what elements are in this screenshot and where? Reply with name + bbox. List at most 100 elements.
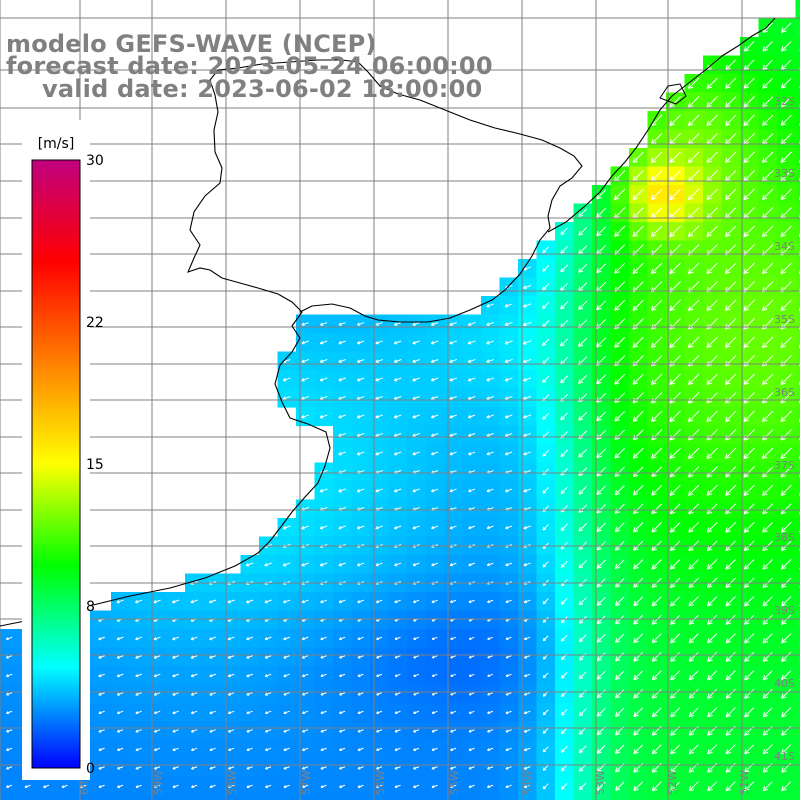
wind-arrow (542, 635, 549, 642)
wind-arrow (264, 710, 272, 715)
wind-arrow (467, 321, 476, 327)
wind-arrow (724, 262, 737, 275)
wind-arrow (6, 747, 13, 752)
wind-arrow (430, 433, 439, 437)
wind-arrow (524, 655, 531, 659)
wind-arrow (356, 414, 365, 419)
wind-arrow (394, 729, 401, 733)
wind-arrow (301, 673, 309, 678)
wind-cell (777, 795, 797, 800)
wind-arrow (430, 340, 439, 345)
wind-arrow (669, 429, 681, 441)
lon-label: 56W (374, 770, 387, 795)
wind-arrow (724, 96, 737, 108)
wind-arrow (670, 688, 681, 699)
wind-cell (518, 795, 538, 800)
wind-arrow (505, 710, 512, 715)
wind-arrow (450, 784, 457, 789)
wind-arrow (487, 766, 494, 770)
wind-arrow (338, 322, 346, 326)
wind-arrow (724, 151, 737, 164)
wind-arrow (780, 373, 792, 386)
wind-arrow (227, 692, 235, 696)
wind-arrow (282, 562, 291, 567)
wind-arrow (614, 299, 626, 311)
wind-arrow (227, 655, 235, 659)
wind-arrow (154, 747, 161, 752)
wind-arrow (319, 525, 328, 530)
wind-arrow (172, 784, 179, 789)
wind-arrow (135, 766, 142, 770)
wind-arrow (632, 447, 644, 459)
wind-arrow (264, 562, 272, 567)
wind-cell (795, 0, 800, 20)
wind-arrow (505, 673, 512, 678)
colorbar-tick-label: 30 (86, 153, 104, 169)
wind-arrow (596, 374, 607, 385)
lon-label: 54W (522, 770, 535, 795)
wind-arrow (578, 634, 587, 643)
wind-arrow (724, 299, 737, 312)
wind-arrow (596, 207, 607, 218)
wind-arrow (283, 766, 290, 770)
title-model: modelo GEFS-WAVE (NCEP) (6, 30, 377, 58)
colorbar: [m/s] 30 22 15 8 0 (22, 120, 104, 780)
wind-arrow (542, 524, 549, 531)
wind-arrow (430, 396, 439, 400)
wind-arrow (264, 599, 272, 604)
wind-arrow (596, 707, 606, 717)
wind-arrow (320, 599, 328, 604)
wind-arrow (613, 188, 626, 201)
wind-arrow (560, 708, 568, 716)
wind-arrow (430, 414, 439, 419)
wind-arrow (339, 655, 346, 659)
wind-arrow (319, 359, 328, 363)
wind-arrow (98, 673, 105, 678)
wind-arrow (614, 448, 625, 459)
wind-arrow (560, 264, 569, 273)
wind-arrow (706, 521, 718, 533)
wind-arrow (339, 673, 346, 678)
wind-cell (795, 592, 800, 612)
wind-arrow (393, 396, 402, 400)
wind-arrow (669, 521, 681, 533)
wind-arrow (172, 692, 179, 696)
wind-arrow (633, 522, 644, 533)
wind-arrow (632, 188, 644, 201)
wind-cell (259, 795, 279, 800)
wind-arrow (486, 377, 494, 382)
wind-arrow (780, 225, 792, 238)
wind-arrow (5, 673, 13, 678)
wind-arrow (523, 488, 531, 493)
wind-arrow (505, 599, 512, 604)
wind-arrow (781, 41, 792, 52)
wind-arrow (632, 373, 644, 385)
wind-arrow (632, 392, 644, 404)
wind-arrow (228, 747, 235, 752)
wind-arrow (357, 747, 364, 752)
wind-arrow (560, 412, 569, 421)
wind-arrow (780, 429, 792, 441)
wind-arrow (706, 410, 718, 423)
wind-arrow (302, 729, 309, 733)
wind-arrow (523, 432, 532, 438)
wind-arrow (780, 96, 792, 108)
wind-arrow (301, 414, 310, 419)
wind-arrow (560, 560, 568, 568)
wind-arrow (542, 746, 549, 753)
coastline (0, 59, 583, 627)
wind-arrow (762, 744, 773, 755)
coastline-north (547, 17, 776, 233)
wind-arrow (394, 636, 401, 641)
wind-arrow (578, 597, 587, 606)
wind-arrow (632, 225, 644, 238)
wind-cell (795, 481, 800, 501)
wind-arrow (560, 764, 568, 772)
wind-arrow (542, 375, 550, 383)
wind-arrow (542, 783, 549, 790)
wind-arrow (375, 432, 383, 437)
wind-arrow (135, 636, 143, 641)
wind-arrow (431, 562, 439, 567)
wind-arrow (706, 559, 718, 570)
wind-arrow (191, 747, 198, 752)
